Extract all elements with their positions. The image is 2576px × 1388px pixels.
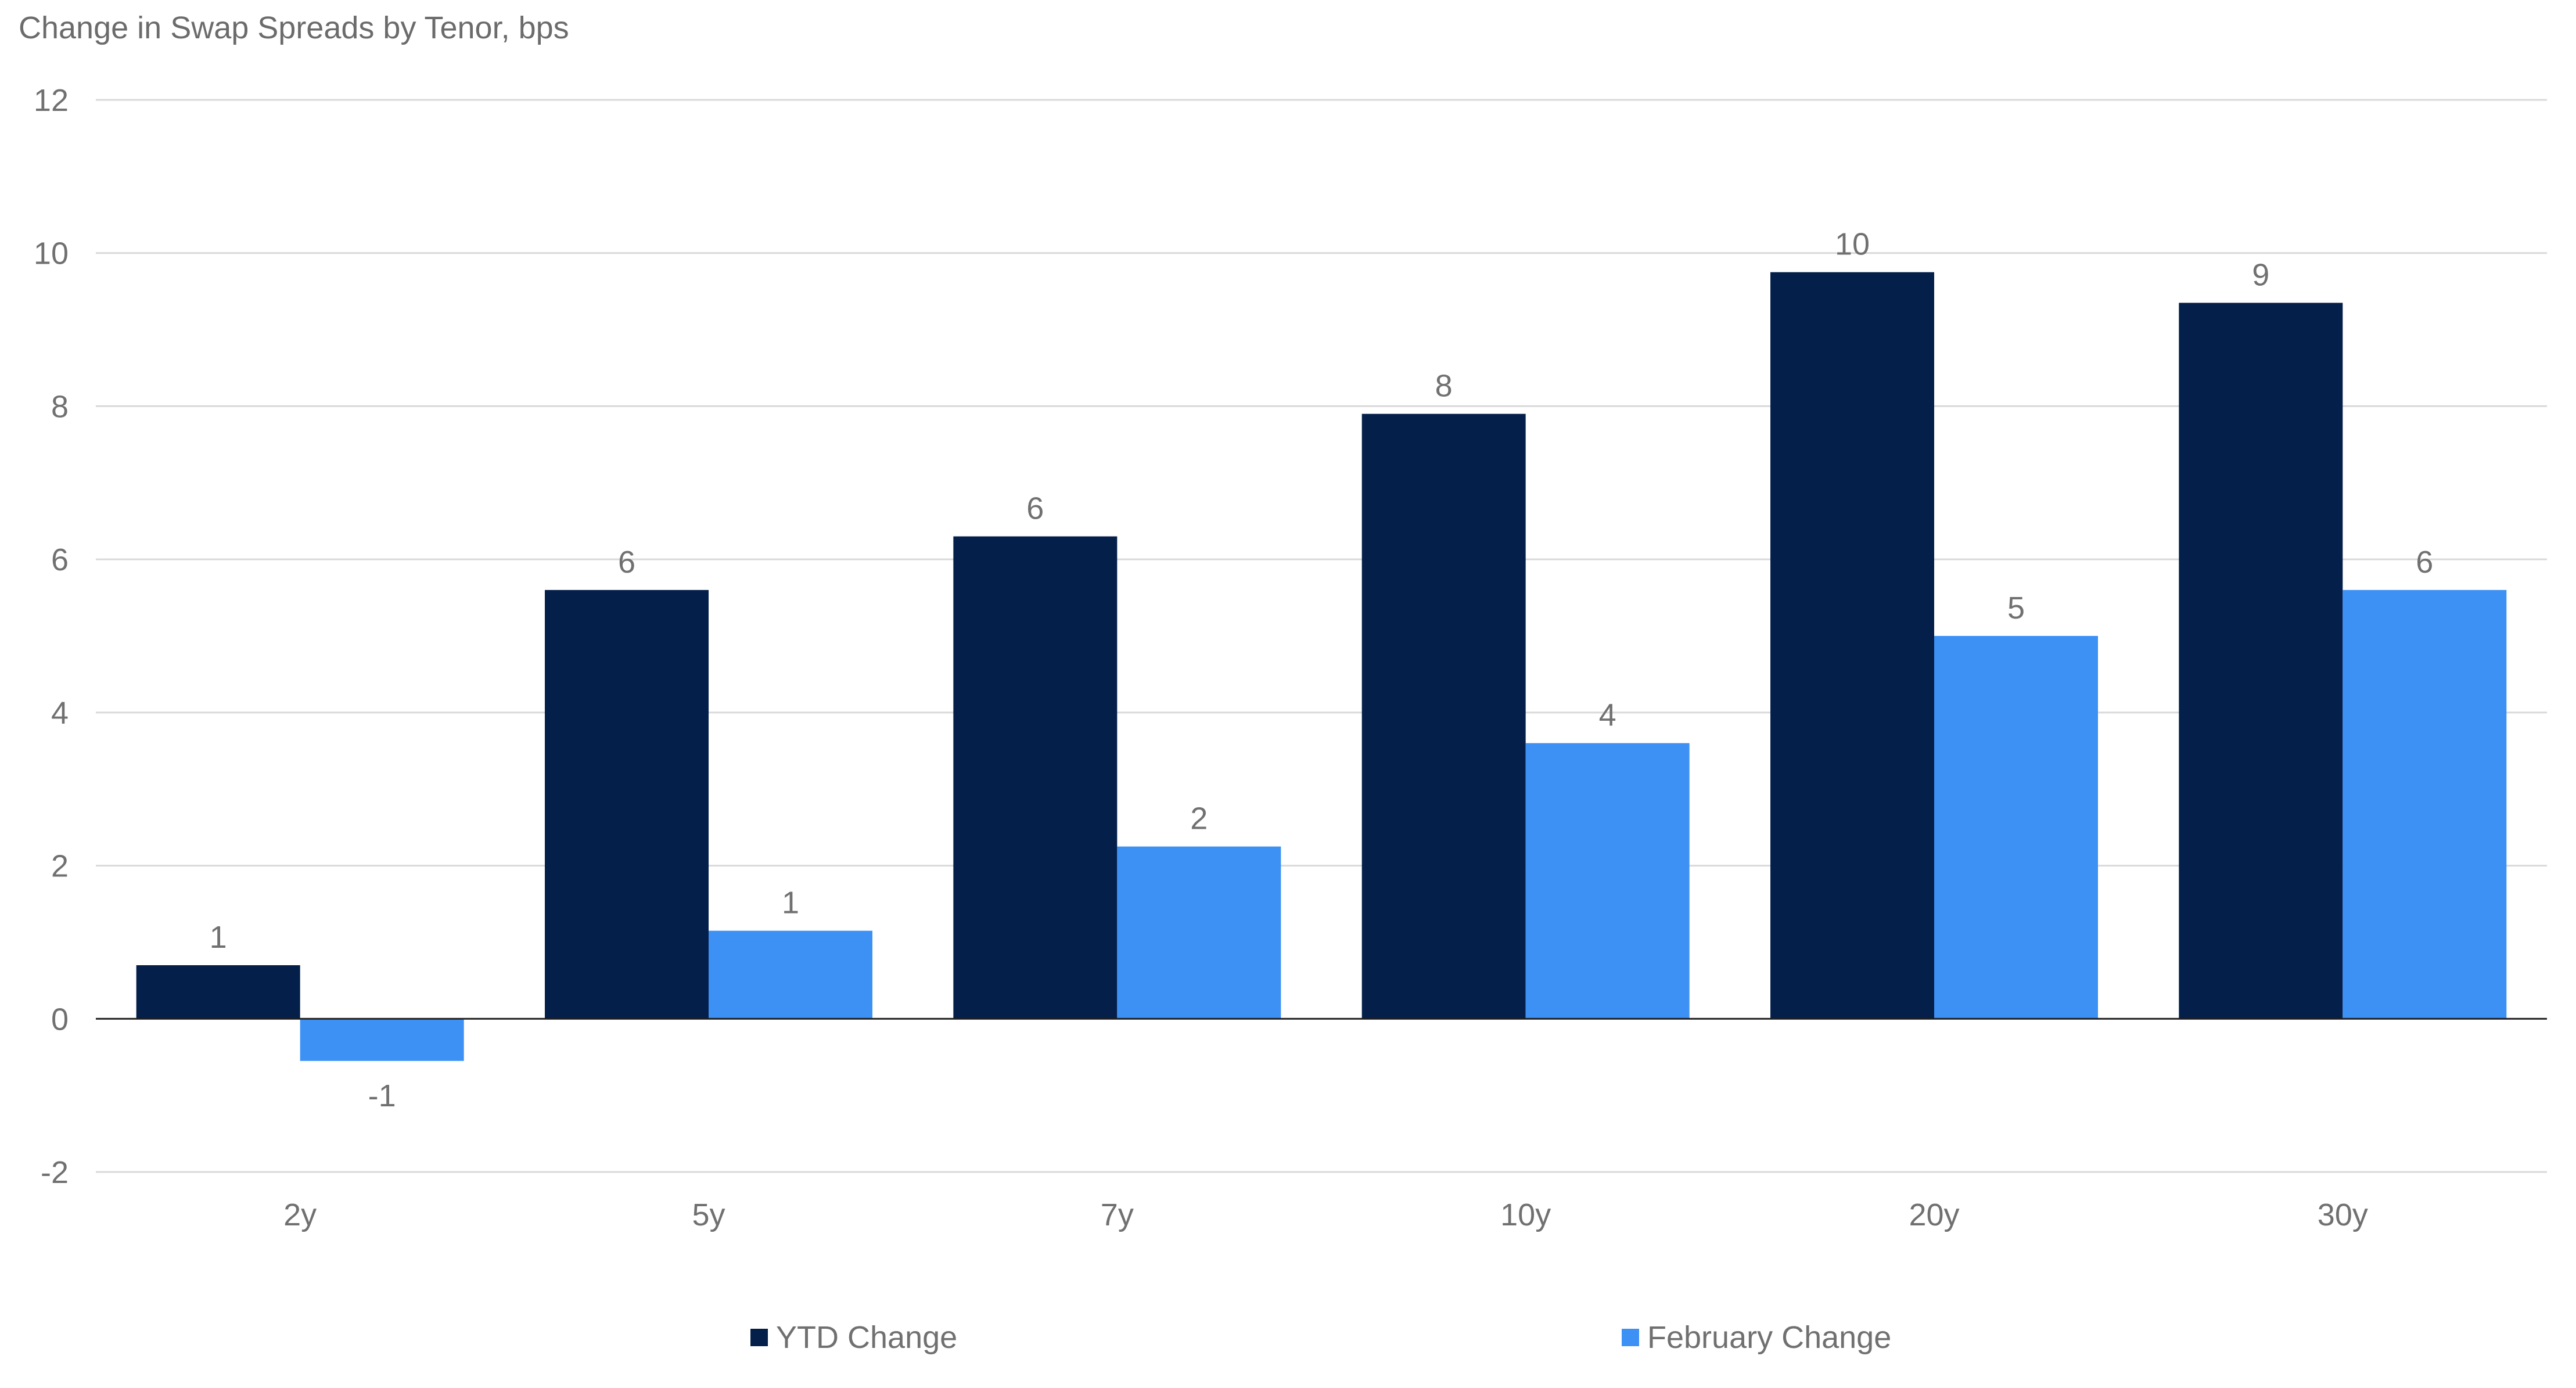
data-labels: 1 -1 6 1 6 2 8 4 10 5 9 6 <box>210 227 2434 1113</box>
bar-ytd-10y <box>1361 413 1526 1019</box>
data-label: 6 <box>2416 545 2433 580</box>
bar-ytd-7y <box>953 536 1118 1019</box>
y-tick-label: -2 <box>41 1155 69 1190</box>
y-tick-label: 6 <box>51 542 69 577</box>
y-tick-label: 12 <box>34 83 69 118</box>
bar-february-7y <box>1117 846 1281 1019</box>
bar-ytd-20y <box>1770 272 1934 1019</box>
bar-february-30y <box>2343 589 2507 1019</box>
legend-swatch <box>1622 1329 1639 1346</box>
data-label: 1 <box>782 886 799 920</box>
y-axis-ticks: -2 0 2 4 6 8 10 12 <box>34 83 69 1190</box>
y-tick-label: 0 <box>51 1002 69 1037</box>
x-tick-label: 30y <box>2318 1198 2368 1232</box>
bar-february-5y <box>709 930 872 1019</box>
data-label: 8 <box>1435 369 1453 404</box>
legend-swatch <box>750 1329 768 1346</box>
chart-title: Change in Swap Spreads by Tenor, bps <box>19 10 569 45</box>
bars <box>136 272 2507 1061</box>
data-label: 5 <box>2007 591 2025 625</box>
bar-february-2y <box>300 1019 464 1061</box>
gridlines <box>96 99 2547 1173</box>
data-label: 9 <box>2252 257 2269 292</box>
data-label: 6 <box>1026 491 1044 526</box>
legend: YTD Change February Change <box>750 1320 1891 1355</box>
x-tick-label: 10y <box>1500 1198 1551 1232</box>
x-tick-label: 5y <box>692 1198 725 1232</box>
legend-label: February Change <box>1647 1320 1891 1355</box>
x-tick-label: 20y <box>1909 1198 1959 1232</box>
data-label: -1 <box>368 1078 396 1113</box>
bar-ytd-5y <box>545 589 709 1019</box>
data-label: 10 <box>1835 227 1870 262</box>
legend-label: YTD Change <box>776 1320 957 1355</box>
bar-february-20y <box>1934 636 2098 1019</box>
y-tick-label: 8 <box>51 389 69 424</box>
data-label: 1 <box>210 920 227 955</box>
y-tick-label: 4 <box>51 696 69 731</box>
bar-february-10y <box>1525 743 1690 1019</box>
y-tick-label: 10 <box>34 236 69 271</box>
y-tick-label: 2 <box>51 849 69 884</box>
data-label: 6 <box>618 545 635 580</box>
x-tick-label: 7y <box>1101 1198 1134 1232</box>
bar-ytd-2y <box>136 965 300 1019</box>
x-axis-ticks: 2y 5y 7y 10y 20y 30y <box>283 1198 2368 1232</box>
data-label: 4 <box>1599 698 1616 733</box>
data-label: 2 <box>1190 801 1208 836</box>
x-tick-label: 2y <box>283 1198 317 1232</box>
bar-ytd-30y <box>2179 303 2343 1019</box>
